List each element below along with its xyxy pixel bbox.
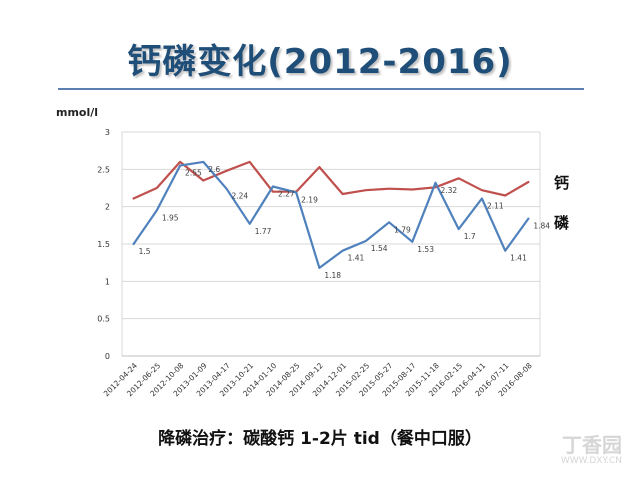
phosphorus-data-label: 2.27 bbox=[278, 190, 295, 199]
legend-phosphorus-label: 磷 bbox=[554, 214, 570, 232]
phosphorus-data-label: 1.41 bbox=[348, 254, 365, 263]
phosphorus-data-label: 1.41 bbox=[510, 254, 527, 263]
phosphorus-data-label: 1.7 bbox=[464, 232, 476, 241]
phosphorus-data-label: 1.18 bbox=[324, 271, 341, 280]
phosphorus-data-label: 2.19 bbox=[301, 195, 318, 204]
y-tick-label: 3 bbox=[105, 128, 110, 137]
phosphorus-data-label: 2.11 bbox=[487, 201, 504, 210]
phosphorus-data-label: 1.54 bbox=[371, 244, 388, 253]
phosphorus-line bbox=[132, 160, 530, 269]
phosphorus-data-label: 1.5 bbox=[139, 247, 151, 256]
phosphorus-data-label: 1.77 bbox=[255, 227, 272, 236]
phosphorus-data-label: 2.24 bbox=[232, 192, 249, 201]
calcium-line bbox=[132, 160, 530, 200]
y-tick-label: 2.5 bbox=[97, 165, 110, 174]
y-tick-label: 0 bbox=[105, 352, 110, 361]
y-tick-label: 1 bbox=[105, 277, 110, 286]
y-tick-label: 1.5 bbox=[97, 240, 110, 249]
phosphorus-data-label: 2.32 bbox=[441, 186, 458, 195]
phosphorus-data-label: 1.84 bbox=[533, 222, 550, 231]
watermark-brand: 丁香园 bbox=[562, 433, 622, 457]
y-axis-unit-label: mmol/l bbox=[56, 106, 99, 119]
phosphorus-data-label: 2.55 bbox=[185, 169, 202, 178]
y-tick-label: 2 bbox=[105, 203, 110, 212]
phosphorus-data-label: 1.95 bbox=[162, 213, 179, 222]
phosphorus-data-label: 1.53 bbox=[417, 245, 434, 254]
phosphorus-data-label: 1.79 bbox=[394, 225, 411, 234]
slide-title: 钙磷变化(2012-2016) bbox=[127, 42, 513, 82]
watermark-url: WWW.DXY.CN bbox=[560, 456, 622, 466]
legend-calcium-label: 钙 bbox=[554, 174, 570, 192]
title-divider bbox=[58, 88, 584, 90]
phosphorus-data-label: 2.6 bbox=[208, 165, 220, 174]
watermark-logo: 丁香园 WWW.DXY.CN bbox=[561, 435, 622, 466]
y-tick-label: 0.5 bbox=[97, 315, 110, 324]
treatment-note: 降磷治疗：碳酸钙 1-2片 tid（餐中口服） bbox=[158, 429, 482, 449]
